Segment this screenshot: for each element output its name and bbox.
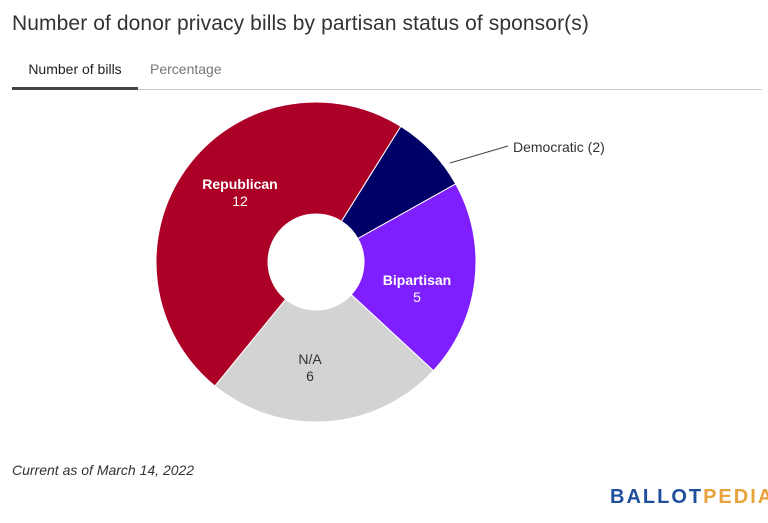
label-bipartisan-value: 5 — [413, 289, 421, 305]
logo-part-pedia: PEDIA — [703, 486, 768, 508]
label-na-value: 6 — [306, 368, 314, 384]
ballotpedia-logo[interactable]: BALLOTPEDIA — [610, 486, 768, 509]
slice-republican[interactable] — [155, 101, 402, 387]
democratic-leader-line — [449, 145, 509, 164]
slice-n-a[interactable] — [214, 293, 435, 423]
chart-title: Number of donor privacy bills by partisa… — [12, 12, 589, 35]
label-na-name: N/A — [298, 351, 322, 367]
label-democratic: Democratic (2) — [513, 139, 605, 155]
label-bipartisan-name: Bipartisan — [383, 272, 451, 288]
footnote: Current as of March 14, 2022 — [12, 462, 195, 478]
logo-part-ballot: BALLOT — [610, 486, 704, 508]
slice-bipartisan[interactable] — [350, 183, 477, 372]
donut-slices — [155, 101, 477, 423]
tab-number-of-bills[interactable]: Number of bills — [12, 56, 138, 90]
tab-bar: Number of bills Percentage — [12, 56, 762, 90]
label-republican-value: 12 — [232, 193, 248, 209]
tab-percentage[interactable]: Percentage — [150, 61, 222, 77]
label-republican-name: Republican — [202, 176, 277, 192]
